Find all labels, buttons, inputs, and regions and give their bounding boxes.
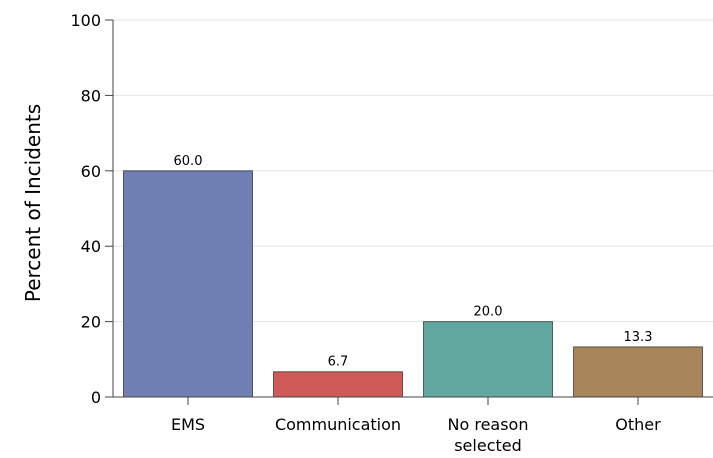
y-tick-label-4: 80 <box>81 86 101 105</box>
data-label-3: 13.3 <box>624 330 653 345</box>
x-tick-label-3: Other <box>615 415 661 434</box>
x-tick-labels: EMS Communication No reason selected Other <box>171 397 661 455</box>
y-tick-labels: 0 20 40 60 80 100 <box>70 11 113 407</box>
bar-2 <box>423 321 553 398</box>
bars <box>123 170 703 398</box>
y-tick-label-1: 20 <box>81 313 101 332</box>
y-tick-label-5: 100 <box>70 11 101 30</box>
bar-3 <box>573 346 703 398</box>
y-tick-label-0: 0 <box>91 388 101 407</box>
x-tick-label-1: Communication <box>275 415 401 434</box>
x-tick-label-2-line-0: No reason <box>448 415 529 434</box>
bar-1 <box>273 371 403 398</box>
bar-0 <box>123 170 253 398</box>
data-labels: 60.0 6.7 20.0 13.3 <box>174 154 653 370</box>
y-axis <box>112 20 713 398</box>
data-label-2: 20.0 <box>474 305 503 320</box>
y-axis-title: Percent of Incidents <box>21 104 45 302</box>
y-tick-label-2: 40 <box>81 237 101 256</box>
y-tick-label-3: 60 <box>81 162 101 181</box>
x-tick-label-0: EMS <box>171 415 205 434</box>
data-label-1: 6.7 <box>328 355 349 370</box>
x-tick-label-2-line-1: selected <box>454 436 522 455</box>
data-label-0: 60.0 <box>174 154 203 169</box>
